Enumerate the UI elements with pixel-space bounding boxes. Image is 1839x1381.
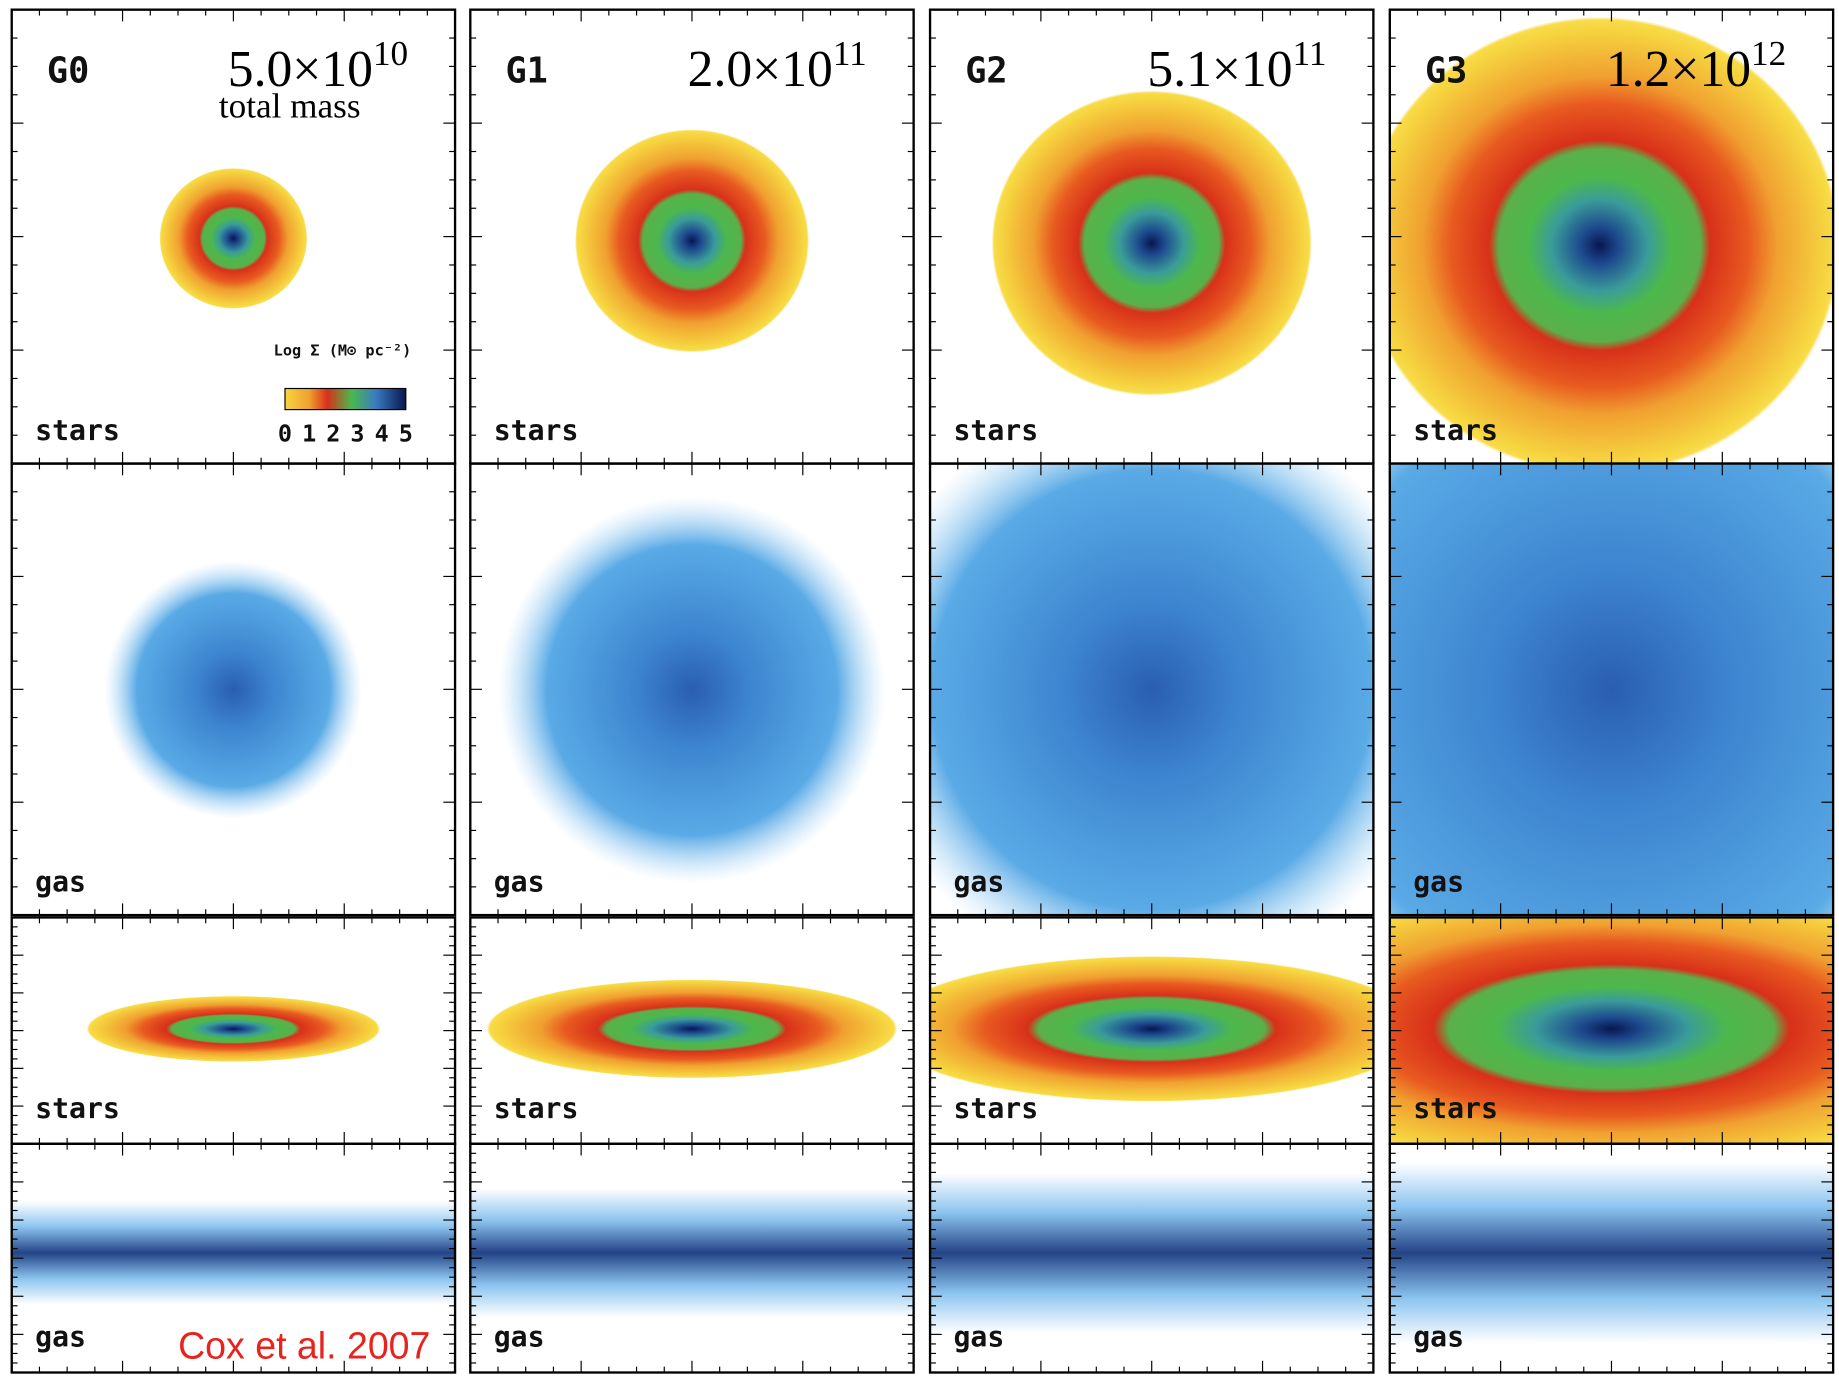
- row-label: gas: [35, 866, 86, 899]
- gas-image: [1389, 463, 1834, 916]
- row-label: stars: [494, 414, 579, 447]
- colorbar: Log Σ (M⊙ pc⁻²): [274, 342, 412, 411]
- stars-image: [86, 996, 380, 1062]
- colorbar-tick: 3: [350, 419, 364, 447]
- panel: [104, 560, 363, 819]
- mass-exponent: 11: [1293, 34, 1327, 73]
- row-label: gas: [494, 866, 545, 899]
- row-label: stars: [35, 1092, 120, 1125]
- row-label: gas: [954, 866, 1005, 899]
- row-label: gas: [35, 1321, 86, 1354]
- panel-mass: 5.1×1011: [1147, 34, 1326, 98]
- mass-base: 2.0×10: [688, 41, 833, 98]
- stars-image: [930, 956, 1374, 1102]
- row-label: stars: [494, 1092, 579, 1125]
- stars-image: [1389, 16, 1834, 464]
- row-label: gas: [1413, 866, 1464, 899]
- gas-image: [498, 496, 886, 884]
- panel: [486, 979, 898, 1079]
- panel: [930, 956, 1374, 1102]
- mass-base: 5.1×10: [1147, 41, 1292, 98]
- colorbar-tick: 2: [326, 419, 340, 447]
- mass-base: 1.2×10: [1606, 41, 1751, 98]
- gas-image: [1389, 1162, 1834, 1344]
- credit: Cox et al. 2007: [178, 1324, 430, 1366]
- mass-exponent: 10: [373, 34, 408, 73]
- panel: [1389, 1162, 1834, 1344]
- stars-image: [486, 979, 898, 1079]
- row-label: gas: [494, 1321, 545, 1354]
- panel: [930, 1172, 1374, 1333]
- panel: [498, 496, 886, 884]
- panel-label: G0: [47, 50, 89, 91]
- stars-image: [574, 129, 809, 353]
- panel-mass: 2.0×1011: [688, 34, 867, 98]
- panel: [1389, 463, 1834, 916]
- colorbar-tick: 4: [375, 419, 389, 447]
- panel-mass: 5.0×1010: [228, 34, 408, 98]
- panel: [991, 90, 1312, 396]
- colorbar-title: Log Σ (M⊙ pc⁻²): [274, 342, 412, 360]
- colorbar-tick: 0: [278, 419, 292, 447]
- row-label: gas: [954, 1321, 1005, 1354]
- panel: [1389, 9, 1834, 464]
- gas-image: [470, 1188, 914, 1318]
- row-label: gas: [1413, 1321, 1464, 1354]
- gas-image: [930, 1172, 1374, 1333]
- gas-image: [11, 1201, 456, 1305]
- panel: [930, 463, 1374, 916]
- row-label: stars: [1413, 1092, 1498, 1125]
- gas-image: [104, 560, 363, 819]
- row-label: stars: [35, 414, 120, 447]
- stars-image: [159, 168, 308, 309]
- panel-label: G3: [1425, 50, 1467, 91]
- colorbar-bar: [284, 387, 407, 411]
- row-label: stars: [1413, 414, 1498, 447]
- row-label: stars: [954, 414, 1039, 447]
- gas-image: [930, 463, 1374, 916]
- mass-caption: total mass: [219, 87, 361, 126]
- mass-base: 5.0×10: [228, 41, 373, 98]
- panel-mass: 1.2×1012: [1606, 34, 1786, 98]
- mass-exponent: 12: [1751, 34, 1786, 73]
- panel: [470, 1188, 914, 1318]
- panel: [86, 996, 380, 1062]
- panel: [159, 168, 308, 309]
- panel-label: G2: [965, 50, 1007, 91]
- panel: [11, 1201, 456, 1305]
- colorbar-tick: 1: [302, 419, 316, 447]
- colorbar-tick: 5: [399, 419, 413, 447]
- panel-label: G1: [505, 50, 547, 91]
- mass-exponent: 11: [833, 34, 867, 73]
- panel: [574, 129, 809, 353]
- row-label: stars: [954, 1092, 1039, 1125]
- panel: [1389, 917, 1834, 1144]
- stars-image: [991, 90, 1312, 396]
- stars-image: [1389, 917, 1834, 1144]
